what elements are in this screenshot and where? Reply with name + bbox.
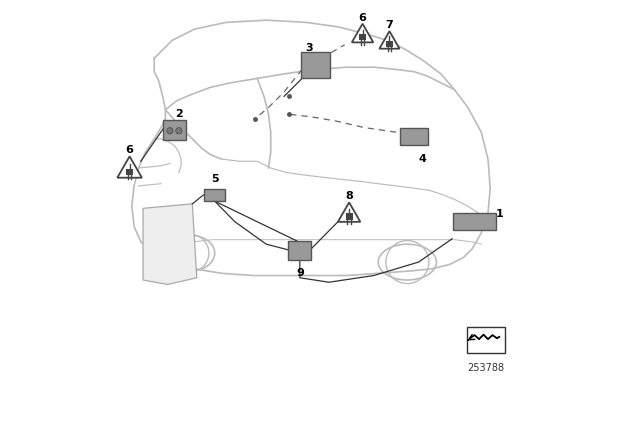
Polygon shape [338, 202, 360, 222]
Polygon shape [117, 156, 142, 178]
Bar [453, 213, 496, 230]
Text: 6: 6 [358, 13, 367, 23]
Text: 7: 7 [385, 20, 394, 30]
Bar [467, 327, 505, 353]
Bar [163, 120, 186, 140]
Text: 3: 3 [305, 43, 312, 53]
Text: 8: 8 [345, 191, 353, 201]
Text: 253788: 253788 [467, 363, 504, 373]
Polygon shape [380, 31, 399, 49]
Polygon shape [352, 24, 373, 43]
Text: 2: 2 [175, 109, 183, 119]
Text: 4: 4 [418, 154, 426, 164]
Text: 1: 1 [495, 209, 503, 219]
Text: 9: 9 [296, 268, 304, 278]
Polygon shape [143, 204, 197, 284]
Bar [204, 189, 225, 201]
Bar [126, 168, 133, 175]
Circle shape [167, 128, 173, 134]
Bar [301, 52, 330, 78]
Bar [359, 34, 366, 40]
Bar [346, 213, 353, 220]
Text: 6: 6 [125, 145, 134, 155]
Circle shape [176, 128, 182, 134]
Bar [386, 41, 393, 47]
Text: 5: 5 [211, 174, 218, 184]
Bar [400, 128, 428, 145]
Bar [288, 241, 312, 260]
